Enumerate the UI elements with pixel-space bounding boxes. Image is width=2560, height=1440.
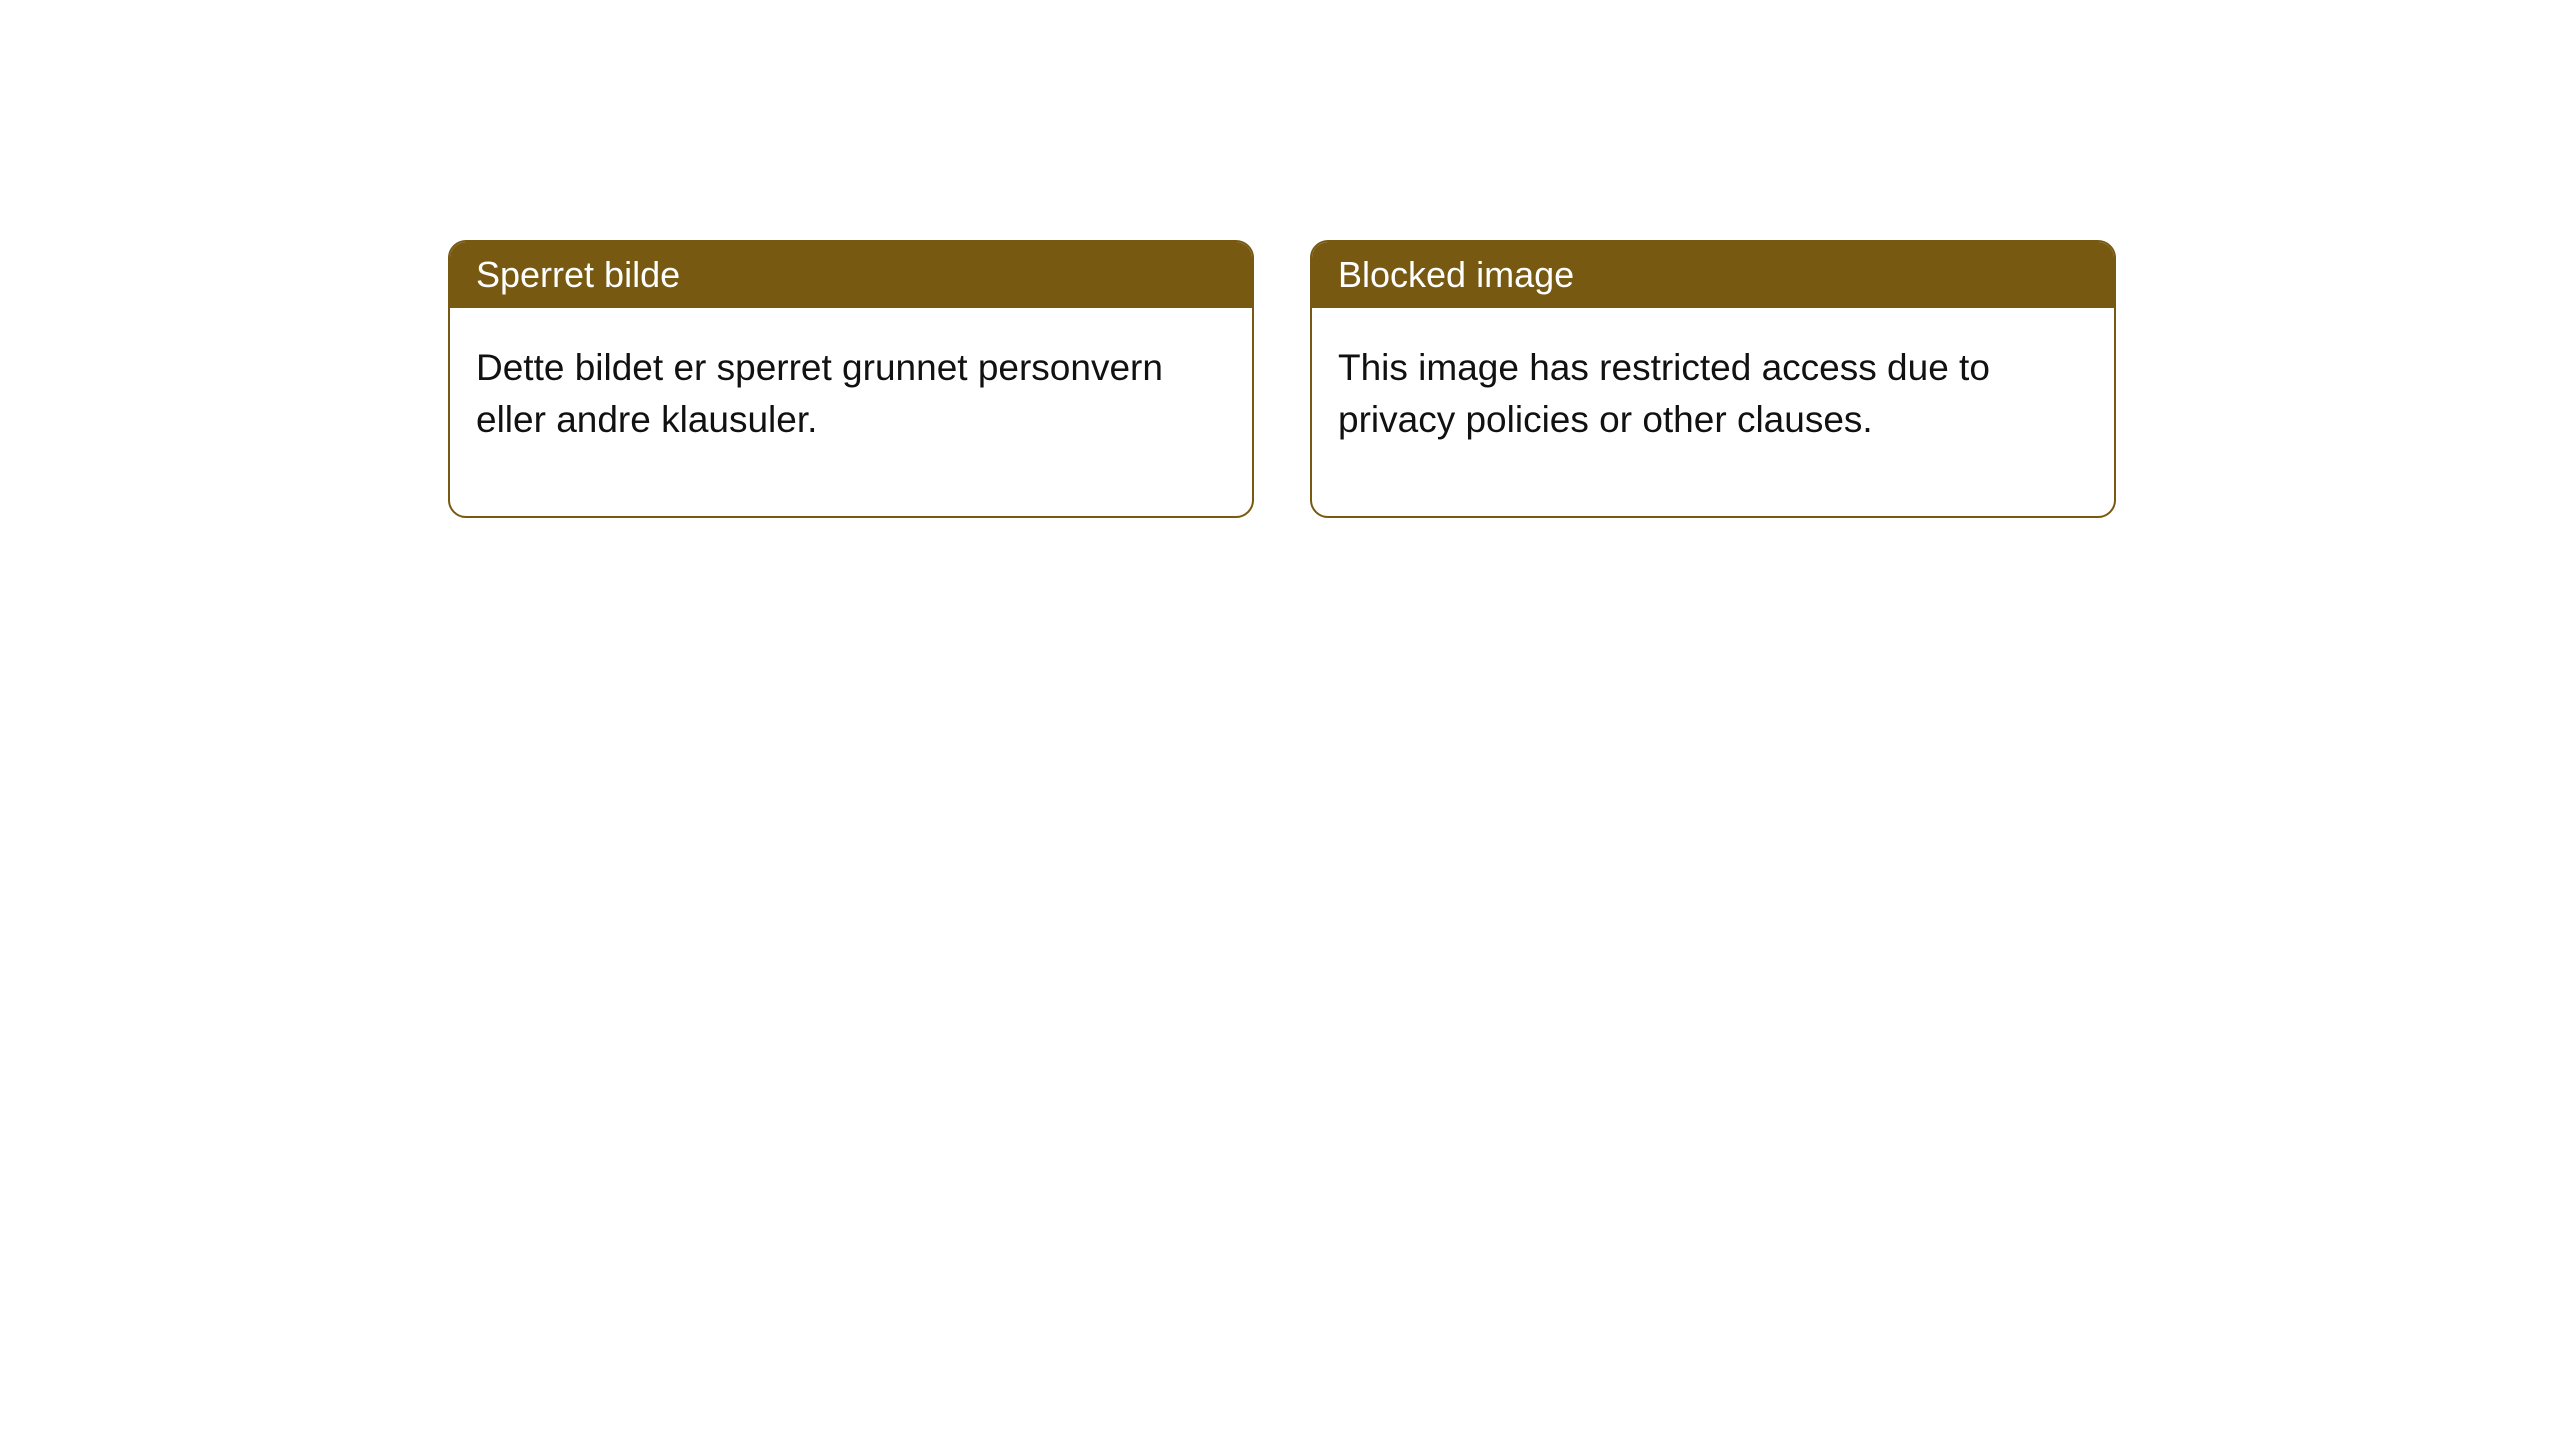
notice-card-body: This image has restricted access due to … [1312,308,2114,516]
notice-card-header: Sperret bilde [450,242,1252,308]
notice-card-body: Dette bildet er sperret grunnet personve… [450,308,1252,516]
notice-card-english: Blocked image This image has restricted … [1310,240,2116,518]
notice-card-title: Blocked image [1338,254,1574,295]
notice-card-title: Sperret bilde [476,254,680,295]
notice-card-message: This image has restricted access due to … [1338,347,1990,440]
notice-container: Sperret bilde Dette bildet er sperret gr… [0,0,2560,518]
notice-card-norwegian: Sperret bilde Dette bildet er sperret gr… [448,240,1254,518]
notice-card-message: Dette bildet er sperret grunnet personve… [476,347,1163,440]
notice-card-header: Blocked image [1312,242,2114,308]
